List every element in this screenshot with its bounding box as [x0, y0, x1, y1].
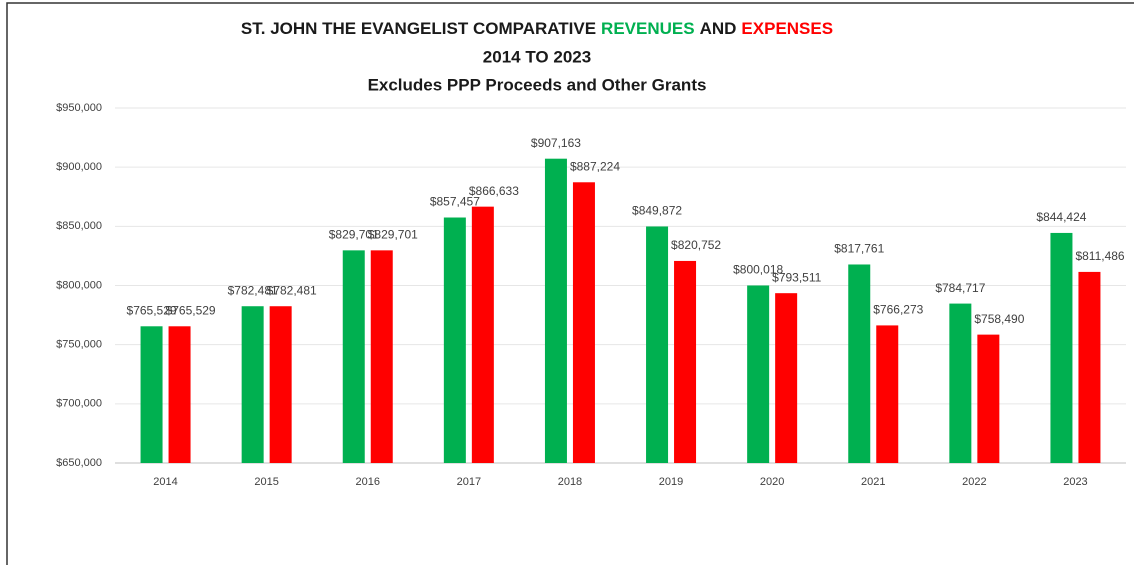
frame [6, 2, 1134, 565]
x-tick-label: 2021 [861, 476, 885, 488]
value-label: $844,424 [1036, 210, 1086, 224]
title-revenues: REVENUES [601, 19, 695, 38]
subtitle: Excludes PPP Proceeds and Other Grants [368, 75, 707, 94]
chart-title: ST. JOHN THE EVANGELIST COMPARATIVE REVEN… [241, 19, 833, 38]
x-tick-label: 2017 [457, 476, 481, 488]
value-label: $849,872 [632, 204, 682, 218]
value-label: $820,752 [671, 238, 721, 252]
subtitle: 2014 TO 2023 [483, 47, 591, 66]
bar [269, 306, 292, 463]
x-tick-label: 2018 [558, 476, 582, 488]
value-label: $866,633 [469, 184, 519, 198]
value-label: $829,701 [368, 228, 418, 242]
bar [848, 264, 871, 463]
bar [876, 325, 899, 463]
x-tick-label: 2020 [760, 476, 784, 488]
x-tick-label: 2016 [356, 476, 380, 488]
bar [544, 158, 567, 464]
bar [646, 226, 669, 463]
bar [572, 182, 595, 464]
value-label: $907,163 [531, 136, 581, 150]
value-label: $782,481 [228, 283, 278, 297]
title-joiner: AND [700, 19, 737, 38]
value-label: $811,486 [1075, 249, 1124, 263]
bar [471, 206, 494, 464]
y-tick-label: $900,000 [56, 161, 102, 173]
bar [370, 250, 393, 463]
x-tick-label: 2014 [153, 476, 177, 488]
bar [168, 326, 191, 463]
x-tick-label: 2023 [1063, 476, 1087, 488]
y-tick-label: $750,000 [56, 339, 102, 351]
value-label: $758,490 [974, 312, 1024, 326]
value-label: $800,018 [733, 263, 783, 277]
bar [342, 250, 365, 463]
x-tick-label: 2022 [962, 476, 986, 488]
title-start: ST. JOHN THE EVANGELIST COMPARATIVE [241, 19, 596, 38]
value-label: $766,273 [873, 303, 923, 317]
bar [977, 334, 1000, 463]
y-tick-label: $950,000 [56, 102, 102, 114]
bar [140, 326, 163, 463]
y-tick-label: $800,000 [56, 279, 102, 291]
value-label: $887,224 [570, 159, 620, 173]
bar [747, 285, 770, 463]
value-label: $782,481 [267, 283, 317, 297]
bar [674, 260, 697, 463]
value-label: $784,717 [935, 281, 985, 295]
bar [241, 306, 264, 463]
value-label: $793,511 [772, 270, 821, 284]
x-tick-label: 2019 [659, 476, 683, 488]
y-tick-label: $700,000 [56, 398, 102, 410]
value-label: $857,457 [430, 195, 480, 209]
value-label: $829,701 [329, 228, 379, 242]
bar [1078, 271, 1101, 463]
bar [949, 303, 972, 463]
value-label: $817,761 [834, 242, 884, 256]
value-label: $765,529 [166, 303, 216, 317]
y-tick-label: $650,000 [56, 457, 102, 469]
bar [443, 217, 466, 463]
bar [775, 293, 798, 463]
x-tick-label: 2015 [254, 476, 278, 488]
bar [1050, 232, 1073, 463]
title-expenses: EXPENSES [741, 19, 833, 38]
value-label: $765,529 [127, 303, 177, 317]
y-tick-label: $850,000 [56, 220, 102, 232]
